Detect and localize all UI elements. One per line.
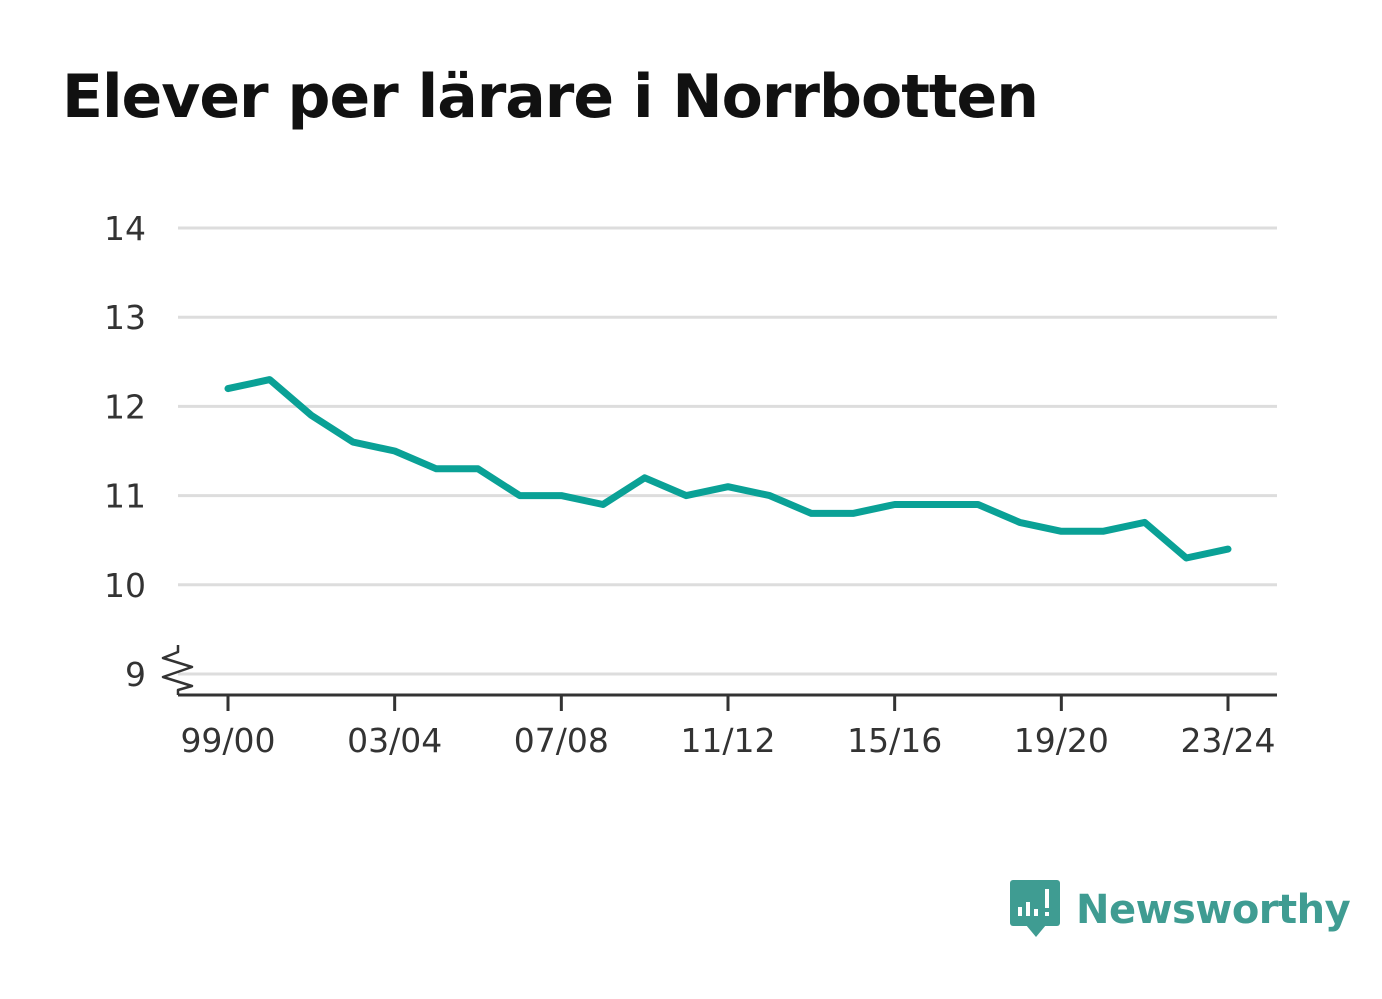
- x-tick-label-99-00: 99/00: [180, 721, 275, 760]
- x-tick-label-23-24: 23/24: [1180, 721, 1275, 760]
- y-axis-break-marker: [161, 645, 194, 695]
- newsworthy-logo-icon: [1010, 880, 1060, 937]
- x-tick-label-07-08: 07/08: [514, 721, 609, 760]
- x-tick-label-19-20: 19/20: [1014, 721, 1109, 760]
- x-axis: 99/00 03/04 07/08 11/12 15/16 19/20 23/24: [178, 693, 1277, 760]
- y-tick-label-13: 13: [104, 298, 146, 337]
- x-tick-label-03-04: 03/04: [347, 721, 442, 760]
- y-tick-label-12: 12: [104, 387, 146, 426]
- brand: Newsworthy: [1010, 880, 1351, 940]
- y-tick-label-11: 11: [104, 477, 146, 516]
- series-layer: [224, 376, 1232, 562]
- y-tick-label-10: 10: [104, 566, 146, 605]
- brand-name: Newsworthy: [1076, 887, 1351, 933]
- y-tick-label-9: 9: [125, 655, 146, 694]
- y-tick-label-14: 14: [104, 209, 146, 248]
- chart-title: Elever per lärare i Norrbotten: [62, 62, 1039, 132]
- x-tick-label-11-12: 11/12: [680, 721, 775, 760]
- axis-break-zigzag: [161, 645, 194, 695]
- gridlines: [178, 226, 1277, 676]
- y-axis-tick-labels: 9 10 11 12 13 14: [104, 209, 146, 694]
- x-tick-label-15-16: 15/16: [847, 721, 942, 760]
